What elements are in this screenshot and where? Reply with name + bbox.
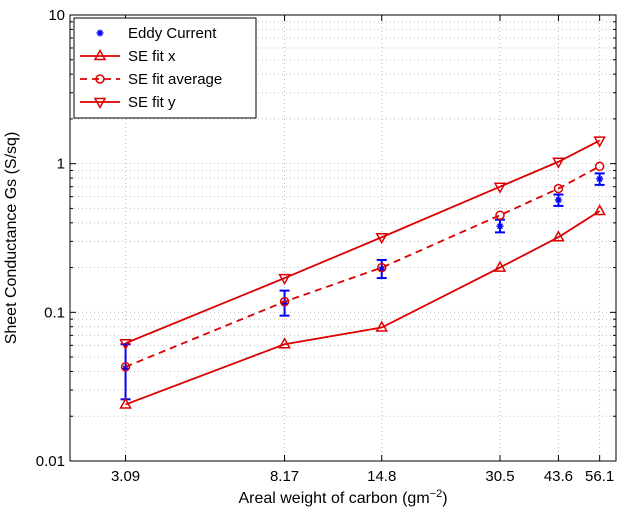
data-point (553, 183, 564, 194)
legend-marker (93, 97, 107, 110)
data-point (119, 338, 132, 351)
x-tick-label: 43.6 (544, 468, 573, 485)
data-point (375, 320, 389, 332)
legend-label: SE fit x (128, 48, 176, 65)
data-point (279, 296, 290, 307)
x-tick-label: 3.09 (111, 468, 140, 485)
x-tick-label: 30.5 (485, 468, 514, 485)
x-axis-title: Areal weight of carbon (gm−2) (238, 488, 447, 507)
data-point (278, 273, 291, 286)
data-point (119, 397, 132, 409)
data-point (376, 262, 387, 273)
y-tick-label: 0.01 (36, 453, 65, 470)
data-point (495, 210, 505, 220)
data-point (593, 136, 606, 148)
x-axis-title-end: ) (442, 490, 447, 507)
data-point-stroke (555, 197, 562, 203)
legend-item: SE fit x (80, 48, 176, 65)
legend-marker-stroke (97, 30, 103, 36)
x-axis-title-exponent: −2 (430, 488, 443, 500)
plot-frame (69, 14, 617, 462)
legend-label: SE fit y (128, 94, 176, 111)
data-point (552, 230, 565, 242)
grid (70, 15, 616, 461)
data-point (596, 175, 604, 183)
data-point (554, 196, 562, 204)
data-point-stroke (497, 223, 503, 230)
data-point (594, 161, 605, 172)
data-point (278, 337, 291, 349)
series-se-fit-y (119, 136, 606, 351)
data-point (496, 222, 504, 230)
tick-labels: 0.01 0.1 1 10 3.09 8.17 14.8 30.5 43.6 56.1 (36, 7, 614, 485)
legend-label: Eddy Current (128, 25, 217, 42)
series-se-fit-x (119, 204, 606, 409)
x-tick-label: 8.17 (270, 468, 299, 485)
legend-item: SE fit average (80, 71, 222, 88)
y-tick-label: 1 (57, 156, 65, 173)
data-point (493, 260, 507, 272)
x-tick-label: 56.1 (585, 468, 614, 485)
legend-item: Eddy Current (96, 25, 217, 42)
y-axis-title: Sheet Conductance Gs (S/sq) (3, 132, 20, 345)
x-axis-title-main: Areal weight of carbon (gm (238, 490, 429, 507)
legend-item: SE fit y (80, 94, 176, 111)
series-line (125, 210, 601, 406)
series-line (125, 165, 601, 368)
series-line (125, 139, 601, 345)
data-point (493, 182, 507, 194)
legend-marker (95, 74, 105, 84)
y-tick-label: 10 (48, 7, 65, 24)
series-se-fit-average (120, 161, 605, 372)
x-tick-label: 14.8 (367, 468, 396, 485)
data-point (552, 157, 565, 169)
legend-marker (96, 29, 104, 37)
legend-label: SE fit average (128, 71, 222, 88)
y-tick-label: 0.1 (44, 304, 65, 321)
series-layer (119, 136, 606, 409)
data-point (120, 362, 131, 372)
data-point (593, 204, 606, 216)
legend: Eddy Current SE fit x SE fit average SE fit… (73, 17, 257, 119)
data-point (375, 232, 389, 245)
data-point-stroke (596, 175, 603, 182)
legend-marker (93, 48, 107, 61)
